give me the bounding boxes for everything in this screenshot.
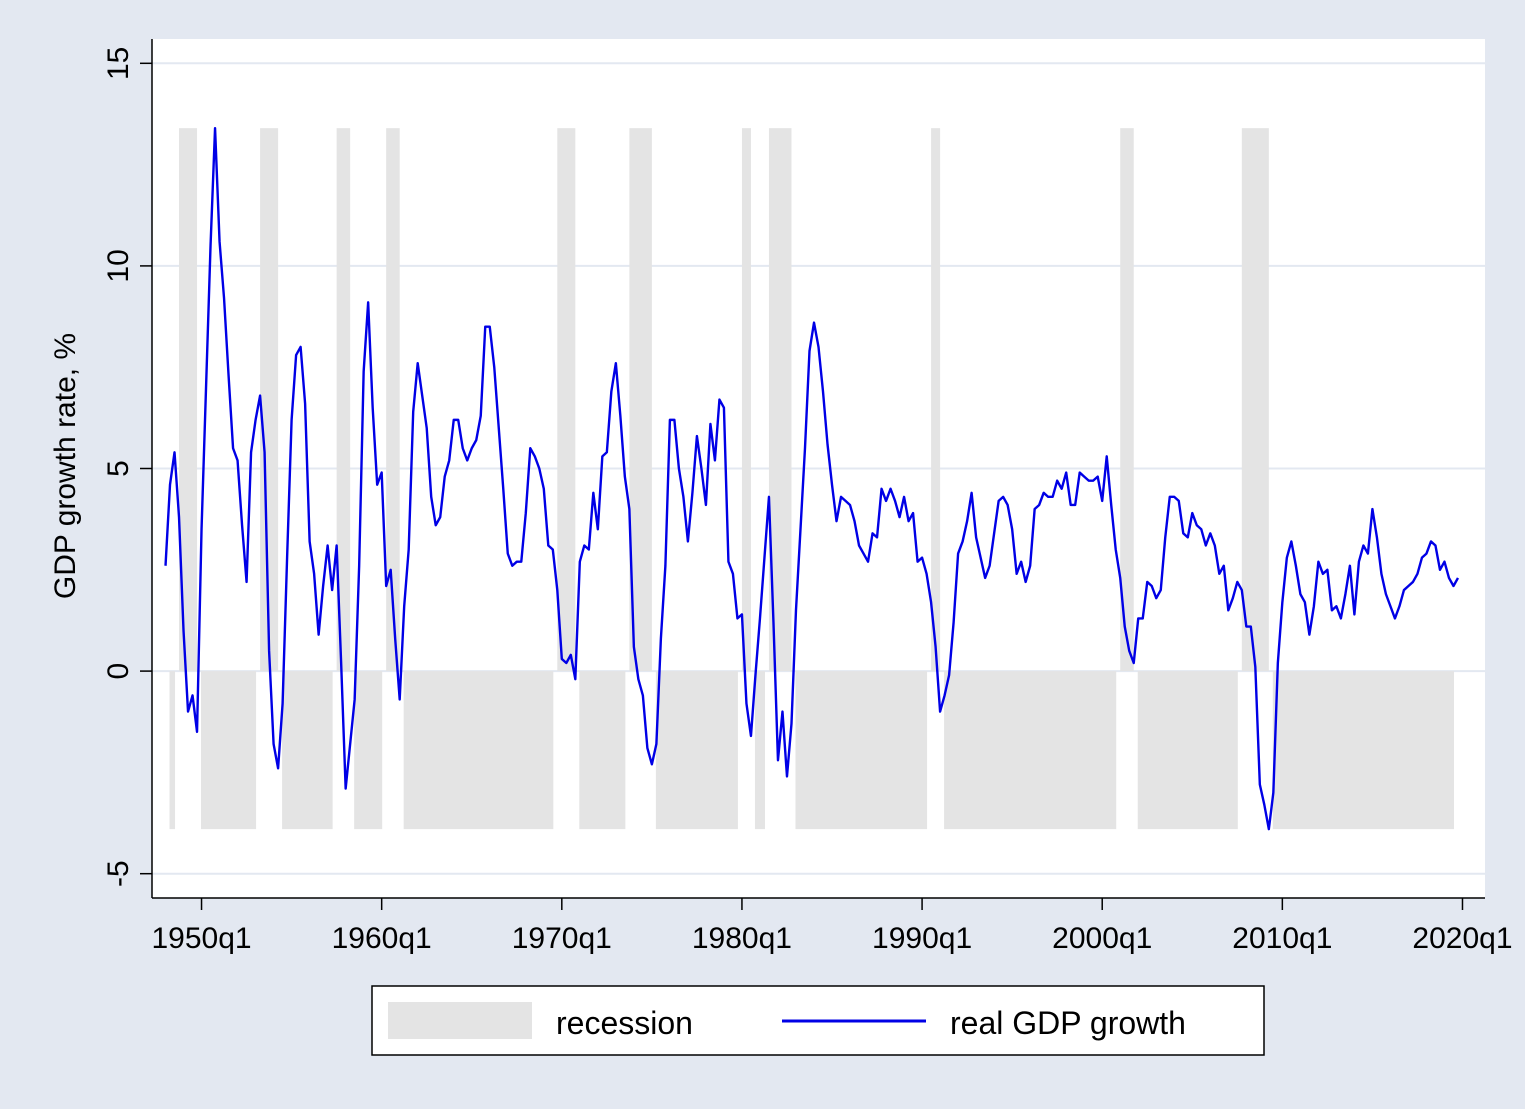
x-tick-label: 1990q1 bbox=[872, 922, 972, 955]
x-tick-label: 1970q1 bbox=[512, 922, 612, 955]
expansion-band-6 bbox=[655, 671, 738, 830]
y-tick-label: 10 bbox=[102, 249, 135, 282]
recession-band-3 bbox=[386, 128, 400, 672]
legend: recession real GDP growth bbox=[371, 985, 1265, 1056]
y-ticks: -5 0 5 10 15 bbox=[102, 47, 152, 887]
y-tick-label: 15 bbox=[102, 47, 135, 80]
recession-band-4 bbox=[557, 128, 576, 672]
x-tick-label: 1980q1 bbox=[692, 922, 792, 955]
x-tick-label: 2020q1 bbox=[1412, 922, 1512, 955]
expansion-band-10 bbox=[1137, 671, 1238, 830]
x-tick-label: 2000q1 bbox=[1052, 922, 1152, 955]
recession-band-9 bbox=[1120, 128, 1134, 672]
recession-band-2 bbox=[336, 128, 351, 672]
y-tick-label: 0 bbox=[102, 663, 135, 680]
expansion-band-1 bbox=[201, 671, 257, 830]
recession-band-6 bbox=[741, 128, 751, 672]
recession-band-10 bbox=[1241, 128, 1269, 672]
legend-swatch-recession bbox=[388, 1002, 532, 1039]
recession-band-8 bbox=[931, 128, 941, 672]
recession-band-5 bbox=[629, 128, 652, 672]
legend-label-real-gdp-growth: real GDP growth bbox=[950, 1005, 1186, 1041]
expansion-band-0 bbox=[169, 671, 176, 830]
recession-band-0 bbox=[179, 128, 198, 672]
expansion-band-11 bbox=[1272, 671, 1454, 830]
x-tick-label: 1960q1 bbox=[332, 922, 432, 955]
expansion-band-8 bbox=[795, 671, 928, 830]
x-tick-label: 2010q1 bbox=[1232, 922, 1332, 955]
y-axis-label: GDP growth rate, % bbox=[49, 333, 82, 599]
expansion-band-2 bbox=[282, 671, 333, 830]
legend-label-recession: recession bbox=[556, 1005, 693, 1041]
expansion-band-3 bbox=[354, 671, 383, 830]
recession-bands bbox=[169, 128, 1454, 830]
expansion-band-4 bbox=[403, 671, 554, 830]
expansion-band-5 bbox=[579, 671, 626, 830]
recession-band-7 bbox=[768, 128, 792, 672]
y-tick-label: -5 bbox=[102, 860, 135, 887]
expansion-band-7 bbox=[754, 671, 765, 830]
y-tick-label: 5 bbox=[102, 460, 135, 477]
recession-band-1 bbox=[260, 128, 279, 672]
x-tick-label: 1950q1 bbox=[151, 922, 251, 955]
x-ticks: 1950q1 1960q1 1970q1 1980q1 1990q1 2000q1 2010… bbox=[151, 898, 1513, 955]
series-lines bbox=[164, 126, 1460, 831]
series-line-real-gdp-growth bbox=[164, 126, 1460, 831]
expansion-band-9 bbox=[944, 671, 1117, 830]
